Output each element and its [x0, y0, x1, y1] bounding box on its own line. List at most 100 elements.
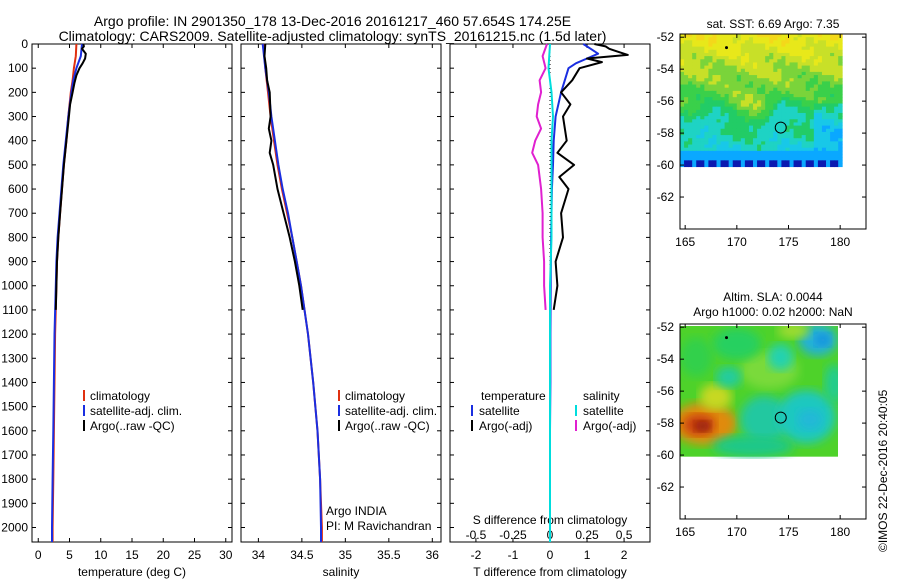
- map-frame: [679, 323, 867, 520]
- map-x-tick-label: 170: [727, 525, 747, 539]
- y-tick-label: 1400: [1, 375, 28, 389]
- map-subtitle: Argo h1000: 0.02 h2000: NaN: [693, 305, 852, 319]
- credit-label: ©IMOS 22-Dec-2016 20:40:05: [876, 389, 890, 552]
- y-tick-label: 1000: [1, 279, 28, 293]
- map-x-tick-label: 175: [778, 235, 798, 249]
- map-y-tick-label: -54: [657, 62, 675, 76]
- legend-title: temperature: [481, 389, 546, 403]
- y-tick-label: 700: [8, 206, 28, 220]
- difference-panel: -2 -1 0 1 2 T difference from climatology -0.5…: [449, 43, 651, 579]
- series-line: [552, 43, 629, 311]
- map-y-tick-label: -58: [657, 126, 675, 140]
- series-line: [531, 43, 548, 310]
- island-dot: [725, 336, 728, 340]
- x-tick-label: 2: [621, 548, 628, 562]
- y-tick-label: 1300: [1, 351, 28, 365]
- x-tick-label: 5: [66, 548, 73, 562]
- legend-title: salinity: [583, 389, 620, 403]
- y-tick-label: 100: [8, 61, 28, 75]
- sla-blob: [712, 435, 794, 457]
- legend-label: Argo(..raw -QC): [345, 419, 430, 433]
- salinity-tick-label: -0.25: [499, 528, 527, 542]
- map-y-tick-label: -62: [657, 480, 675, 494]
- map-frame: [679, 33, 867, 230]
- sla-blob: [694, 420, 711, 432]
- series-line: [547, 43, 554, 542]
- sla-blob: [777, 326, 810, 339]
- x-tick-label: 34: [252, 548, 266, 562]
- y-tick-label: 200: [8, 85, 28, 99]
- series-line: [263, 43, 304, 311]
- float-position-marker: [774, 411, 787, 424]
- map-y-tick-label: -62: [657, 190, 675, 204]
- x-tick-label: 15: [125, 548, 139, 562]
- sla-blob: [680, 337, 713, 378]
- annotation-text: Argo INDIA: [326, 504, 387, 518]
- temperature-panel: 0100200300400500600700800900100011001200…: [1, 37, 232, 579]
- map-y-tick-label: -52: [657, 320, 675, 334]
- x-tick-label: 0: [35, 548, 42, 562]
- sla-field: [680, 326, 838, 457]
- legend-label: satellite-adj. clim.: [90, 404, 182, 418]
- sla-blob: [796, 408, 823, 431]
- float-position-marker: [774, 121, 787, 134]
- plot-frame: [240, 43, 442, 543]
- legend-label: Argo(-adj): [479, 419, 532, 433]
- x-axis-label: temperature (deg C): [78, 565, 186, 579]
- legend-label: climatology: [90, 389, 150, 403]
- plot-frame: [31, 43, 233, 543]
- salinity-tick-label: 0.25: [575, 528, 599, 542]
- x-tick-label: 1: [584, 548, 591, 562]
- legend-label: Argo(-adj): [583, 419, 636, 433]
- sla-blob: [767, 343, 794, 371]
- x-tick-label: 20: [157, 548, 171, 562]
- y-tick-label: 300: [8, 110, 28, 124]
- sla-blob: [814, 333, 831, 347]
- island-dot: [725, 46, 728, 50]
- y-tick-label: 400: [8, 134, 28, 148]
- salinity-tick-label: 0.5: [616, 528, 633, 542]
- x-tick-label: 0: [547, 548, 554, 562]
- y-tick-label: 900: [8, 255, 28, 269]
- y-tick-label: 2000: [1, 520, 28, 534]
- series-line: [261, 43, 322, 542]
- annotation-text: PI: M Ravichandran: [326, 519, 431, 533]
- x-tick-label: -2: [471, 548, 482, 562]
- series-line: [54, 43, 87, 310]
- salinity-tick-label: -0.5: [466, 528, 487, 542]
- y-tick-label: 1100: [2, 303, 28, 317]
- map-y-tick-label: -56: [657, 384, 675, 398]
- y-tick-label: 1500: [1, 400, 28, 414]
- legend-label: satellite-adj. clim.: [345, 404, 437, 418]
- x-tick-label: 10: [94, 548, 108, 562]
- legend-label: Argo(..raw -QC): [90, 419, 175, 433]
- x-tick-label: 35: [339, 548, 353, 562]
- map-x-tick-label: 180: [830, 235, 850, 249]
- x-tick-label: 30: [219, 548, 233, 562]
- map-y-tick-label: -54: [657, 352, 675, 366]
- sla-blob: [712, 327, 762, 360]
- legend-label: satellite: [479, 404, 520, 418]
- map-x-tick-label: 175: [778, 525, 798, 539]
- title-line-2: Climatology: CARS2009. Satellite-adjuste…: [58, 28, 607, 44]
- sla-blob: [740, 395, 789, 444]
- x-axis-label: T difference from climatology: [473, 565, 627, 579]
- y-tick-label: 1200: [1, 327, 28, 341]
- x-tick-label: -1: [508, 548, 519, 562]
- salinity-panel: 34 34.5 35 35.5 36 salinity climatologysatelli…: [240, 43, 442, 579]
- legend-label: climatology: [345, 389, 405, 403]
- map-y-tick-label: -56: [657, 94, 675, 108]
- x-axis-label: salinity: [323, 565, 360, 579]
- map-title: sat. SST: 6.69 Argo: 7.35: [707, 17, 840, 31]
- sla-blob: [824, 363, 838, 404]
- map-x-tick-label: 170: [727, 235, 747, 249]
- map-x-tick-label: 165: [675, 235, 695, 249]
- y-tick-label: 1800: [1, 472, 28, 486]
- y-tick-label: 800: [8, 230, 28, 244]
- legend-label: satellite: [583, 404, 624, 418]
- sst-field: [680, 34, 843, 168]
- x-tick-label: 35.5: [377, 548, 401, 562]
- map-y-tick-label: -58: [657, 416, 675, 430]
- y-tick-label: 0: [21, 37, 28, 51]
